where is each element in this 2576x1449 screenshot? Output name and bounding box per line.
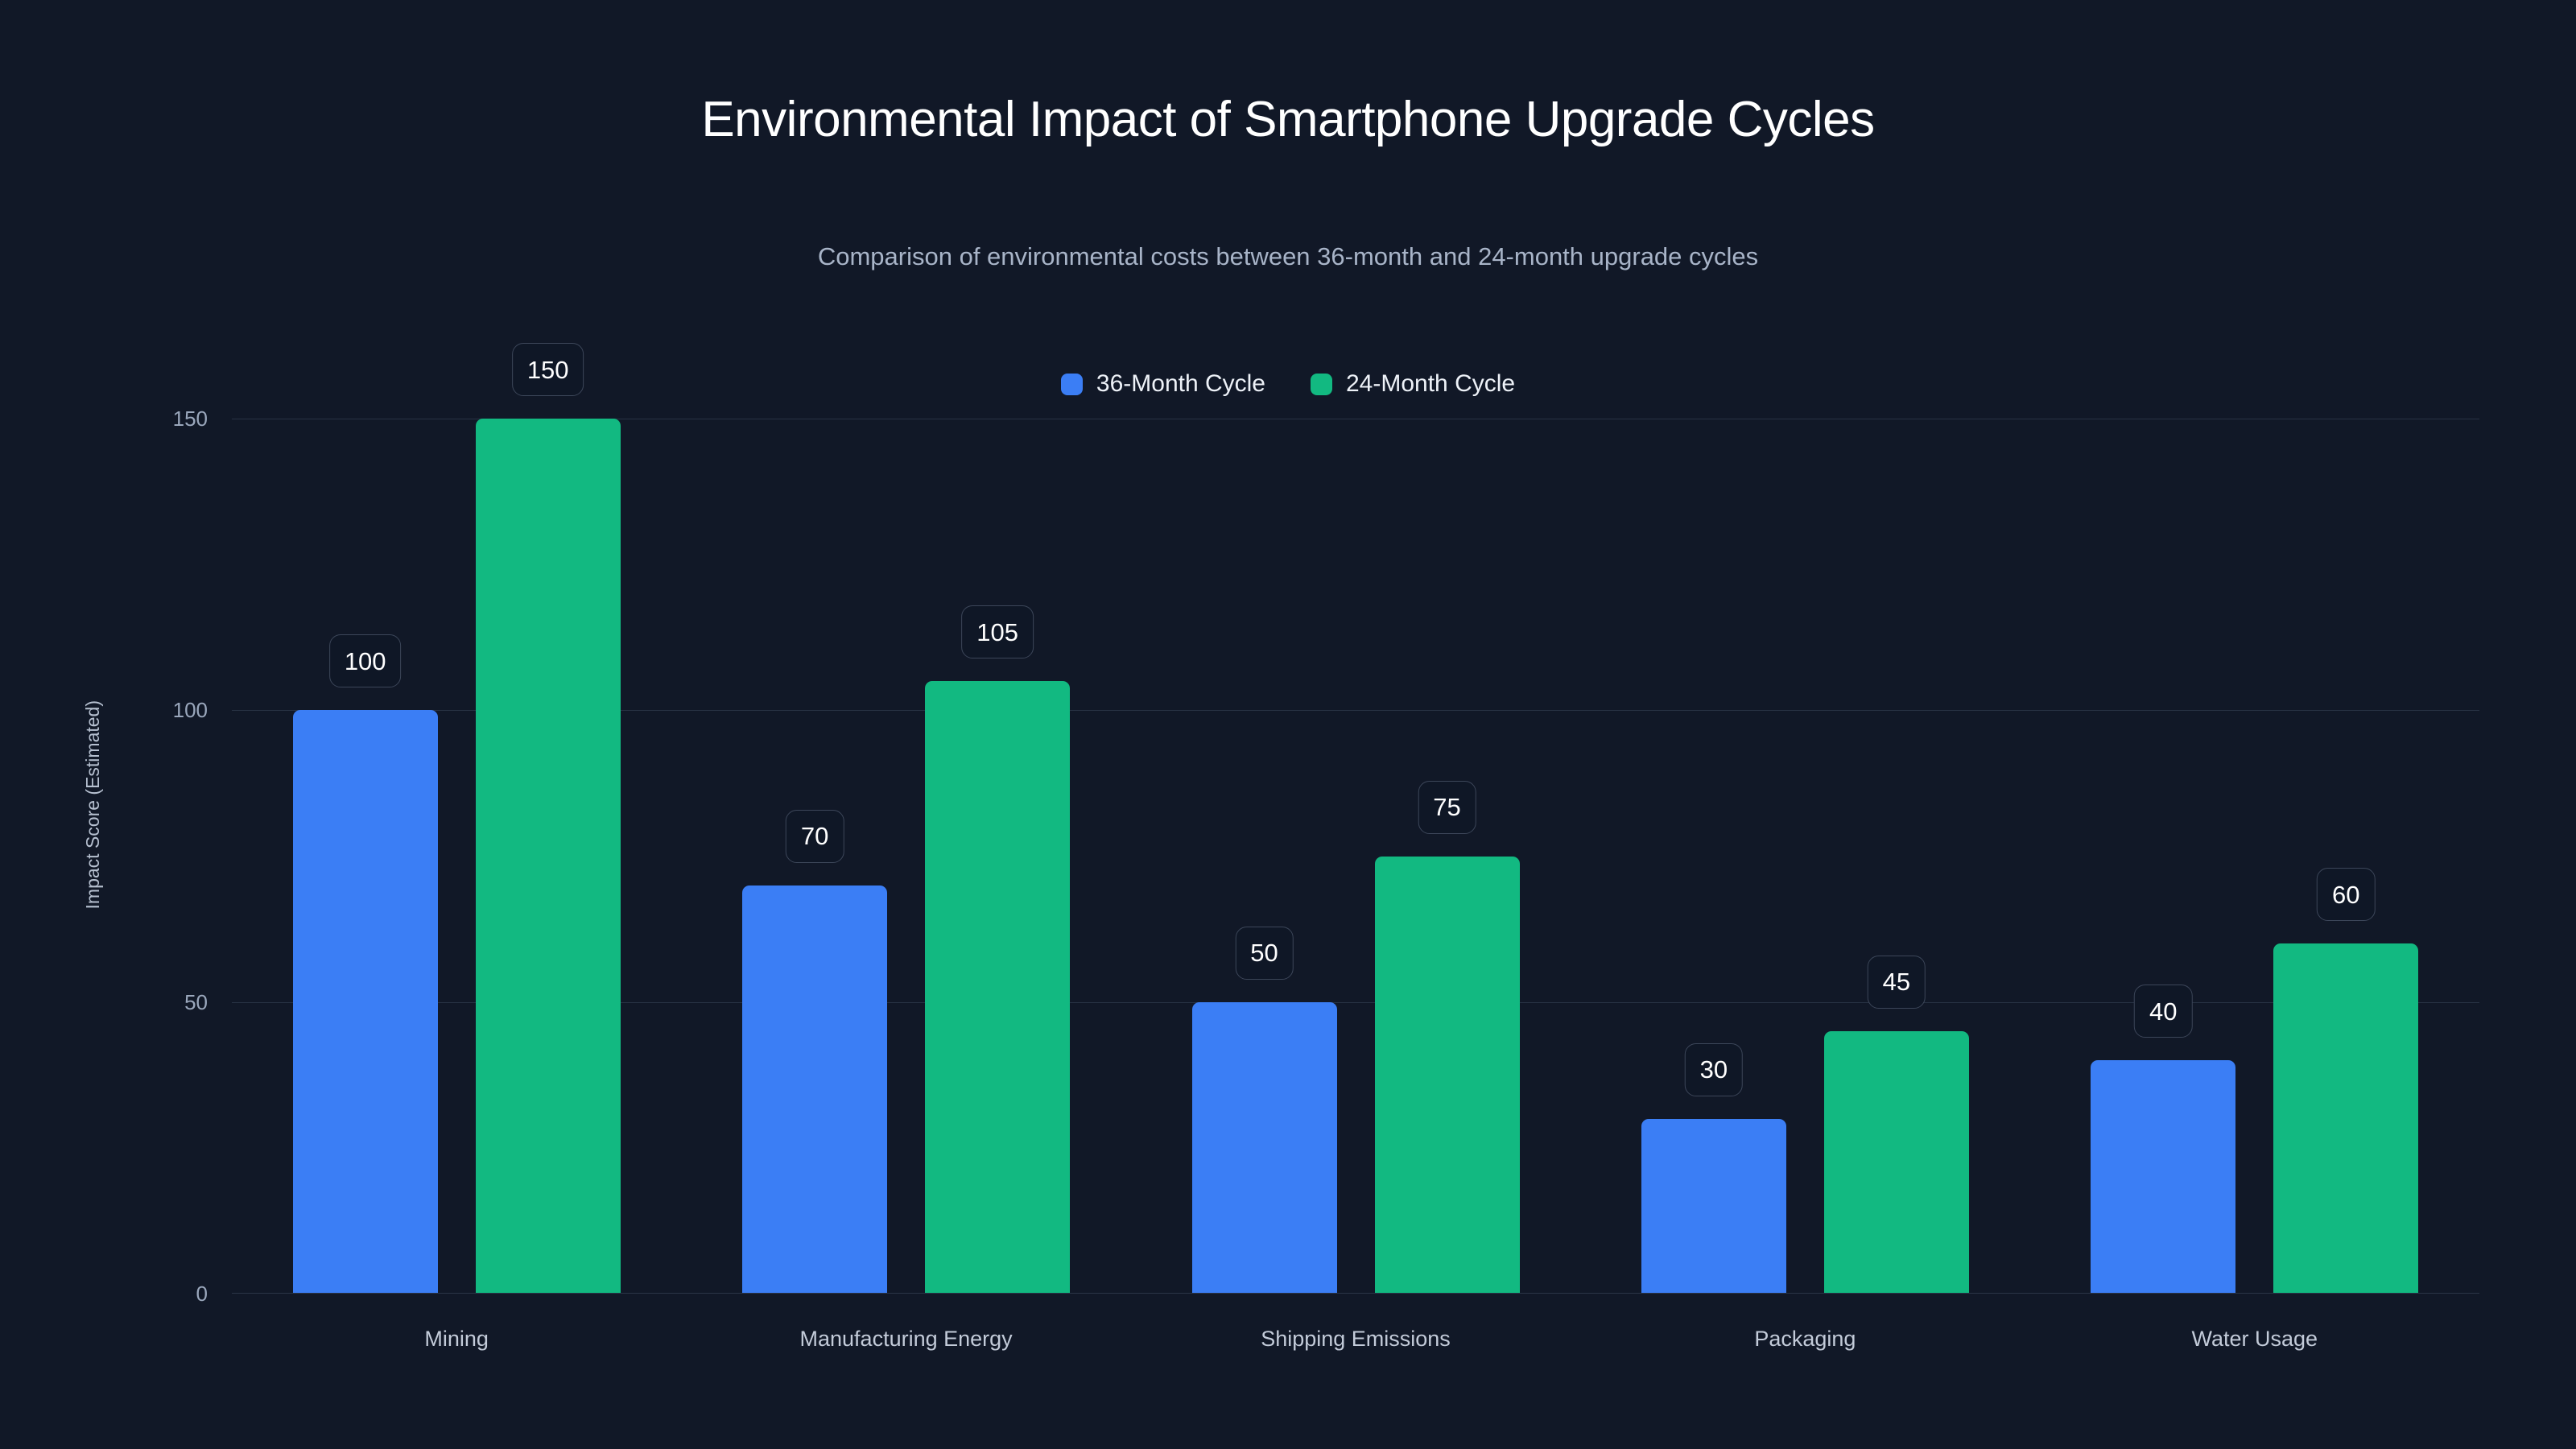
chart-legend: 36-Month Cycle 24-Month Cycle xyxy=(0,372,2576,396)
bar-value-label: 105 xyxy=(961,605,1034,659)
chart-subtitle: Comparison of environmental costs betwee… xyxy=(817,242,1759,270)
bar-value-label: 45 xyxy=(1867,955,1926,1009)
legend-item-label: 24-Month Cycle xyxy=(1346,370,1516,397)
y-axis-tick: 150 xyxy=(172,407,208,431)
bar[interactable] xyxy=(1374,856,1520,1294)
bar-value-label: 75 xyxy=(1418,780,1476,834)
page-title: Environmental Impact of Smartphone Upgra… xyxy=(701,92,1875,147)
legend-item-2[interactable]: 24-Month Cycle xyxy=(1311,372,1515,396)
bar[interactable] xyxy=(2091,1060,2236,1294)
y-axis-tick: 50 xyxy=(184,989,208,1014)
bar-value-label: 40 xyxy=(2134,985,2193,1038)
bar[interactable] xyxy=(742,885,888,1294)
bar-value-label: 60 xyxy=(2317,868,2376,922)
bar-value-label: 50 xyxy=(1235,926,1294,980)
bar[interactable] xyxy=(292,710,438,1294)
y-axis-tick: 100 xyxy=(172,698,208,723)
bar-value-label: 70 xyxy=(785,809,844,863)
x-axis-tick: Packaging xyxy=(1754,1327,1856,1351)
y-axis-tick: 0 xyxy=(196,1282,208,1306)
bar[interactable] xyxy=(925,681,1071,1294)
x-axis-tick: Shipping Emissions xyxy=(1261,1327,1451,1351)
legend-swatch-icon xyxy=(1060,373,1083,395)
x-axis-tick: Mining xyxy=(424,1327,489,1351)
legend-item-1[interactable]: 36-Month Cycle xyxy=(1060,370,1265,397)
bar-value-label: 30 xyxy=(1684,1042,1744,1096)
bar-value-label: 150 xyxy=(511,343,584,396)
bar[interactable] xyxy=(2273,943,2419,1294)
gridline xyxy=(232,1001,2479,1003)
gridline xyxy=(232,710,2479,712)
legend-swatch-icon xyxy=(1311,373,1332,395)
legend-item-label: 36-Month Cycle xyxy=(1096,370,1265,397)
x-axis-baseline xyxy=(232,1293,2479,1294)
bar[interactable] xyxy=(475,419,621,1294)
y-axis-title: Impact Score (Estimated) xyxy=(82,700,103,910)
bar[interactable] xyxy=(1641,1118,1786,1294)
plot-area xyxy=(232,419,2479,1294)
x-axis-tick: Manufacturing Energy xyxy=(799,1327,1013,1351)
x-axis-tick: Water Usage xyxy=(2191,1327,2318,1351)
bar-value-label: 100 xyxy=(328,634,402,688)
bar[interactable] xyxy=(1823,1030,1969,1294)
bar[interactable] xyxy=(1191,1001,1337,1294)
